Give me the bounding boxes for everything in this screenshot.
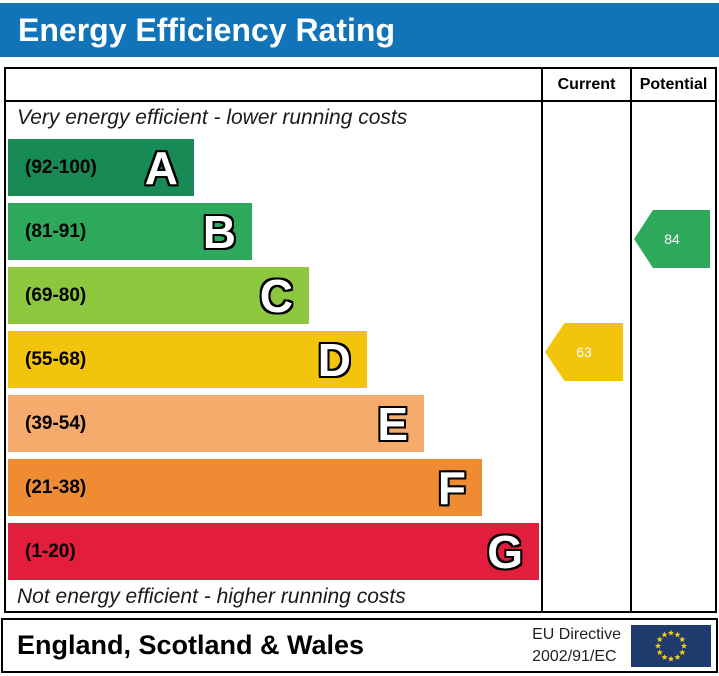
- potential-rating-value: 84: [664, 231, 680, 247]
- eu-directive-line2: 2002/91/EC: [532, 647, 617, 665]
- band-letter: D: [317, 333, 351, 386]
- band-range-label: (39-54): [25, 412, 87, 434]
- top-note: Very energy efficient - lower running co…: [17, 106, 408, 129]
- band-row-a: (92-100) A: [8, 139, 194, 196]
- current-column-divider: [541, 69, 543, 611]
- band-row-d: (55-68) D: [8, 331, 367, 388]
- band-range-label: (55-68): [25, 348, 87, 370]
- bottom-note: Not energy efficient - higher running co…: [17, 585, 406, 608]
- band-range-label: (69-80): [25, 284, 87, 306]
- page-title-bar: Energy Efficiency Rating: [0, 3, 719, 57]
- potential-column-divider: [630, 69, 632, 611]
- band-range-label: (21-38): [25, 476, 87, 498]
- band-letter: G: [487, 525, 523, 578]
- region-label: England, Scotland & Wales: [17, 630, 365, 660]
- current-column-header: Current: [557, 75, 616, 93]
- band-letter: F: [437, 461, 466, 514]
- current-rating-value: 63: [576, 344, 592, 360]
- band-letter: C: [259, 269, 293, 322]
- band-letter: B: [202, 205, 236, 258]
- band-row-g: (1-20) G: [8, 523, 539, 580]
- rating-table: Current Potential Very energy efficient …: [4, 67, 717, 613]
- page-title: Energy Efficiency Rating: [18, 11, 395, 48]
- band-row-f: (21-38) F: [8, 459, 482, 516]
- eu-flag-icon: [631, 624, 711, 667]
- eu-directive-line1: EU Directive: [532, 625, 621, 643]
- band-range-label: (92-100): [25, 156, 97, 178]
- band-letter: E: [377, 397, 408, 450]
- band-row-e: (39-54) E: [8, 395, 424, 452]
- potential-rating-arrow: 84: [634, 210, 710, 268]
- eu-directive-text: EU Directive 2002/91/EC: [532, 624, 621, 667]
- potential-column-header: Potential: [639, 75, 708, 93]
- header-divider: [6, 100, 715, 102]
- band-range-label: (1-20): [25, 540, 76, 562]
- footer: England, Scotland & Wales EU Directive 2…: [1, 618, 718, 673]
- band-letter: A: [144, 141, 178, 194]
- band-row-c: (69-80) C: [8, 267, 309, 324]
- band-range-label: (81-91): [25, 220, 87, 242]
- current-rating-arrow: 63: [545, 323, 623, 381]
- band-row-b: (81-91) B: [8, 203, 252, 260]
